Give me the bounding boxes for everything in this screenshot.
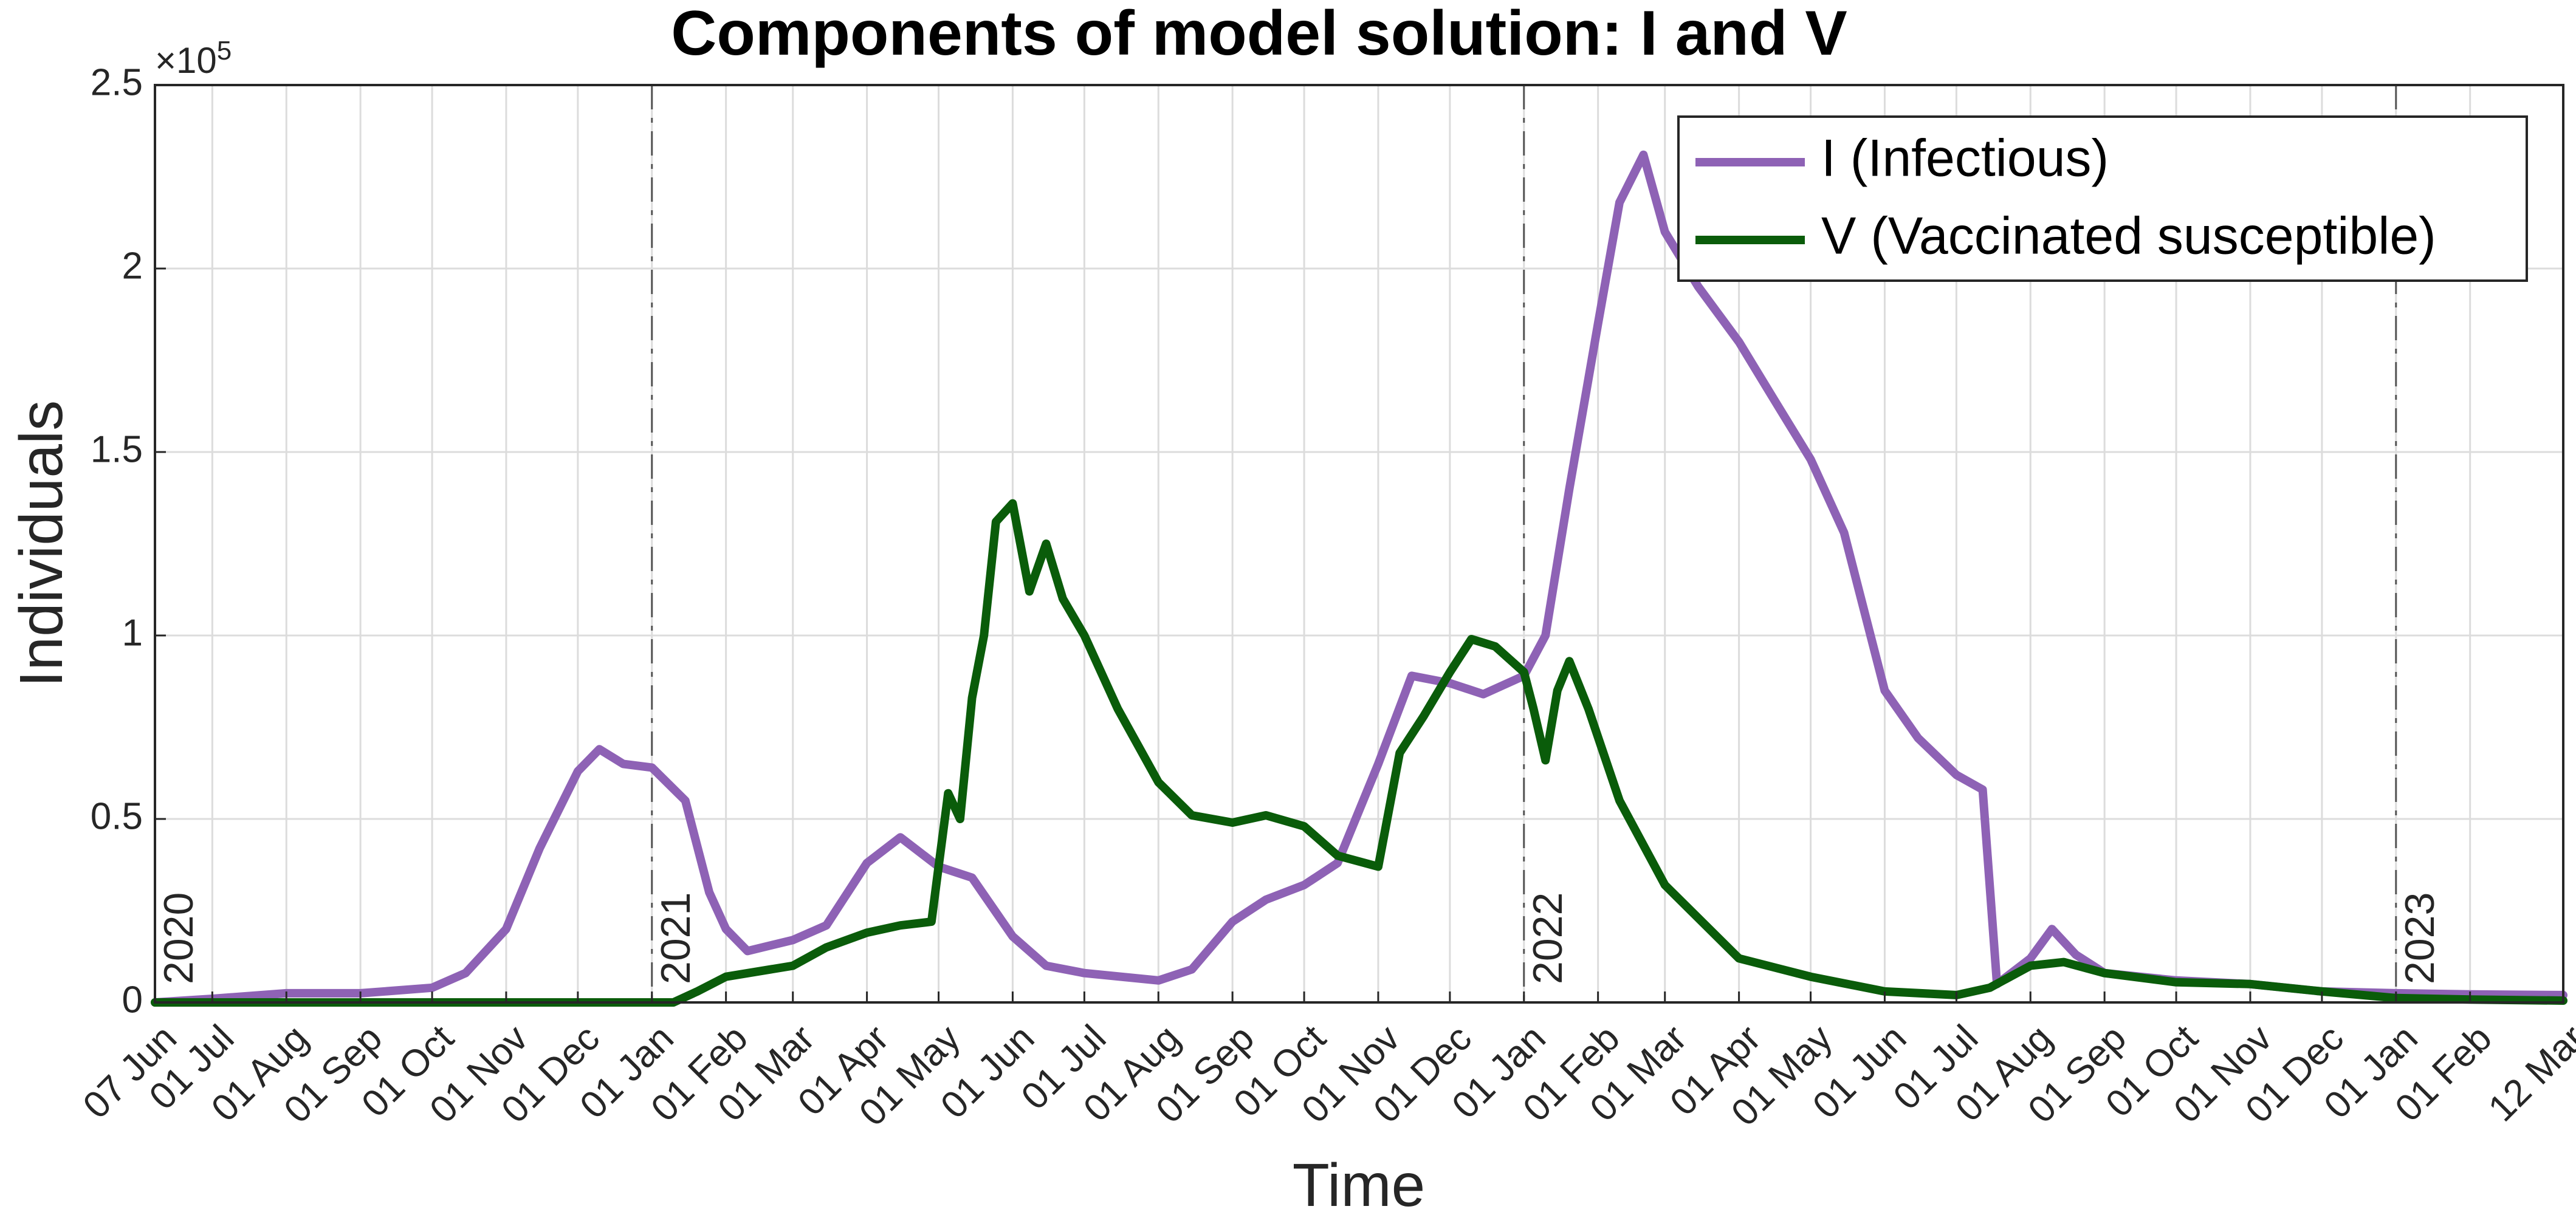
year-label: 2020	[156, 892, 202, 984]
x-axis-label: Time	[1293, 1151, 1426, 1219]
grid-lines	[154, 84, 2564, 1004]
year-label: 2022	[1525, 892, 1571, 984]
y-tick-label: 0	[122, 979, 143, 1021]
y-tick-label: 2	[122, 245, 143, 287]
y-tick-label: 0.5	[91, 795, 143, 837]
series-lines	[151, 150, 2567, 1007]
legend-label-1: V (Vaccinated susceptible)	[1821, 207, 2436, 265]
legend: I (Infectious) V (Vaccinated susceptible)	[1677, 115, 2528, 282]
legend-label-0: I (Infectious)	[1821, 129, 2109, 188]
chart-title: Components of model solution: I and V	[671, 0, 1847, 69]
series-line-1	[151, 499, 2567, 1007]
year-label: 2021	[653, 892, 699, 984]
y-exponent-label: ×105	[155, 36, 232, 81]
y-axis-label: Individuals	[7, 400, 75, 688]
y-tick-label: 1	[122, 612, 143, 654]
y-tick-label: 2.5	[91, 61, 143, 103]
y-tick-label: 1.5	[91, 428, 143, 470]
legend-box	[1677, 115, 2528, 282]
series-line-0	[151, 150, 2567, 1007]
plot-frame	[154, 84, 2564, 1004]
year-label: 2023	[2397, 892, 2443, 984]
